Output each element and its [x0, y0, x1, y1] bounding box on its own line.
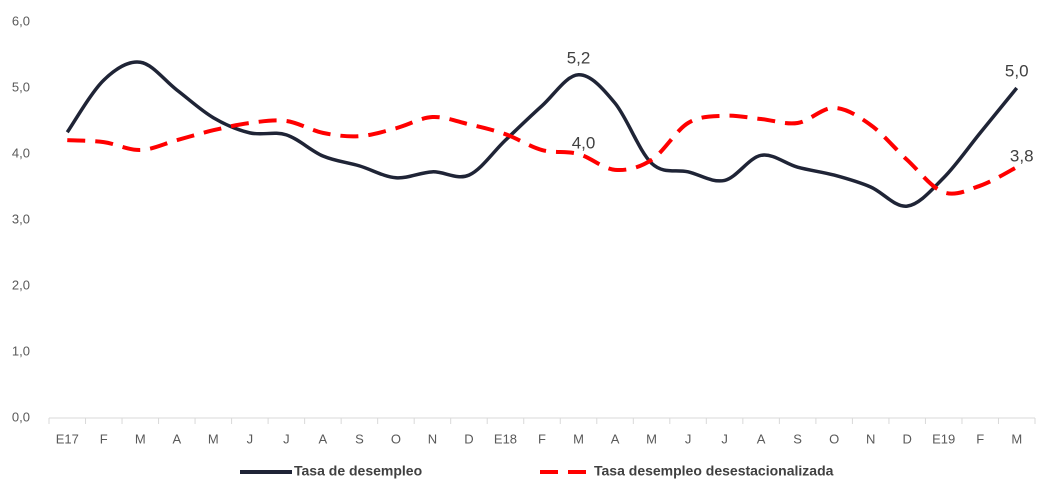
x-tick-label: A	[611, 431, 620, 446]
x-tick-label: N	[428, 431, 437, 446]
y-tick-label: 0,0	[12, 409, 30, 424]
y-tick-label: 4,0	[12, 145, 30, 160]
x-tick-label: M	[573, 431, 584, 446]
x-tick-label: M	[135, 431, 146, 446]
x-tick-label: F	[538, 431, 546, 446]
x-tick-label: A	[757, 431, 766, 446]
y-tick-label: 6,0	[12, 13, 30, 28]
series-line	[65, 60, 1019, 208]
y-tick-label: 2,0	[12, 277, 30, 292]
x-tick-label: O	[391, 431, 401, 446]
x-tick-label: M	[208, 431, 219, 446]
data-label: 3,8	[1010, 147, 1034, 166]
x-tick-label: J	[721, 431, 728, 446]
x-tick-label: J	[685, 431, 692, 446]
series-line	[67, 105, 1018, 196]
x-tick-label: J	[247, 431, 254, 446]
legend-label: Tasa de desempleo	[294, 463, 422, 479]
x-tick-label: E17	[56, 431, 79, 446]
y-tick-label: 1,0	[12, 343, 30, 358]
x-tick-label: F	[976, 431, 984, 446]
x-tick-label: N	[866, 431, 875, 446]
data-label: 5,0	[1005, 61, 1029, 80]
x-tick-label: S	[355, 431, 364, 446]
y-tick-label: 5,0	[12, 79, 30, 94]
x-tick-label: A	[319, 431, 328, 446]
x-tick-label: M	[1011, 431, 1022, 446]
x-tick-label: A	[172, 431, 181, 446]
data-label: 5,2	[567, 48, 591, 67]
x-tick-label: F	[100, 431, 108, 446]
y-tick-label: 3,0	[12, 211, 30, 226]
x-tick-label: J	[283, 431, 290, 446]
x-tick-label: O	[829, 431, 839, 446]
x-tick-label: D	[902, 431, 911, 446]
x-tick-label: E19	[932, 431, 955, 446]
data-label: 4,0	[572, 133, 596, 152]
x-tick-label: D	[464, 431, 473, 446]
x-tick-label: M	[646, 431, 657, 446]
x-tick-label: S	[793, 431, 802, 446]
legend-label: Tasa desempleo desestacionalizada	[594, 463, 834, 479]
x-tick-label: E18	[494, 431, 517, 446]
